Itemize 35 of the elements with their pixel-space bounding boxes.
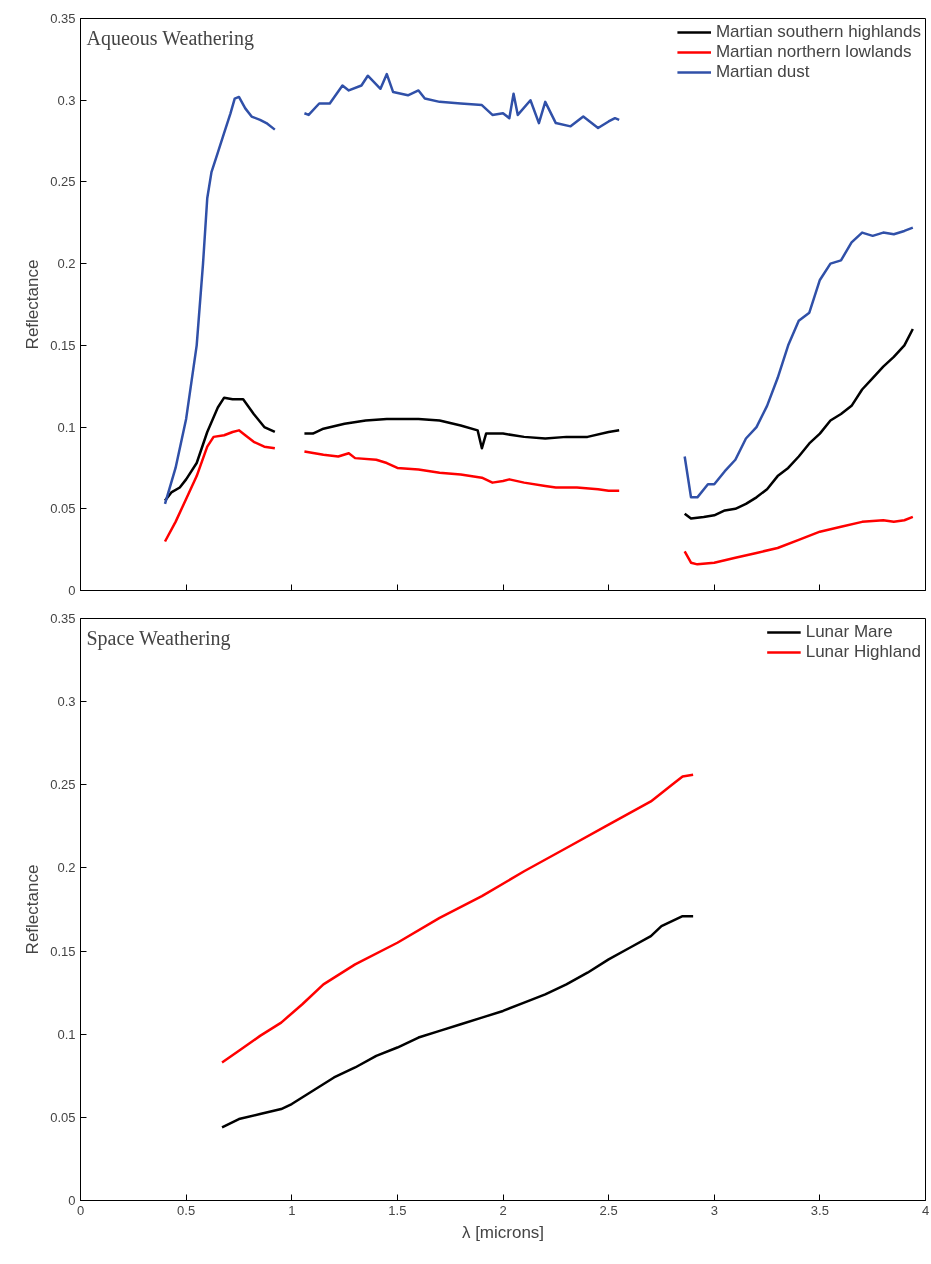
y-tick-label: 0.2 [57,860,76,876]
y-tick-label: 0.15 [50,943,76,959]
x-tick-label: 3 [710,1202,718,1218]
y-tick-label: 0.15 [50,337,76,353]
x-tick-label: 0.5 [177,1202,196,1218]
chart-title: Space Weathering [86,626,231,650]
x-tick-label: 3.5 [810,1202,829,1218]
legend-label: Lunar Mare [805,622,893,642]
y-axis-title: Reflectance [23,864,43,955]
legend-label: Lunar Highland [805,642,921,662]
y-tick-label: 0.25 [50,777,76,793]
y-tick-label: 0.05 [50,501,76,517]
y-tick-label: 0.3 [57,694,76,710]
y-tick-label: 0.35 [50,11,76,26]
x-tick-label: 4 [921,1202,930,1218]
legend-label: Martian dust [715,62,810,82]
legend-label: Martian southern highlands [715,22,921,42]
chart-title: Aqueous Weathering [86,26,254,50]
y-tick-label: 0.1 [57,419,76,435]
y-tick-label: 0.25 [50,174,76,190]
line-series [220,914,695,1129]
x-axis-title: λ [microns] [461,1222,545,1242]
y-tick-label: 0.2 [57,256,76,272]
y-tick-label: 0.3 [57,92,76,108]
x-tick-label: 1 [288,1202,296,1218]
y-tick-label: 0.35 [50,611,76,626]
legend-label: Martian northern lowlands [715,42,912,62]
x-tick-label: 2.5 [599,1202,618,1218]
y-tick-label: 0.1 [57,1026,76,1042]
x-tick-label: 2 [499,1202,507,1218]
x-tick-label: 1.5 [388,1202,407,1218]
y-axis-title: Reflectance [23,259,43,350]
y-tick-label: 0 [68,583,76,598]
y-tick-label: 0.05 [50,1109,76,1125]
line-series [220,773,695,1064]
